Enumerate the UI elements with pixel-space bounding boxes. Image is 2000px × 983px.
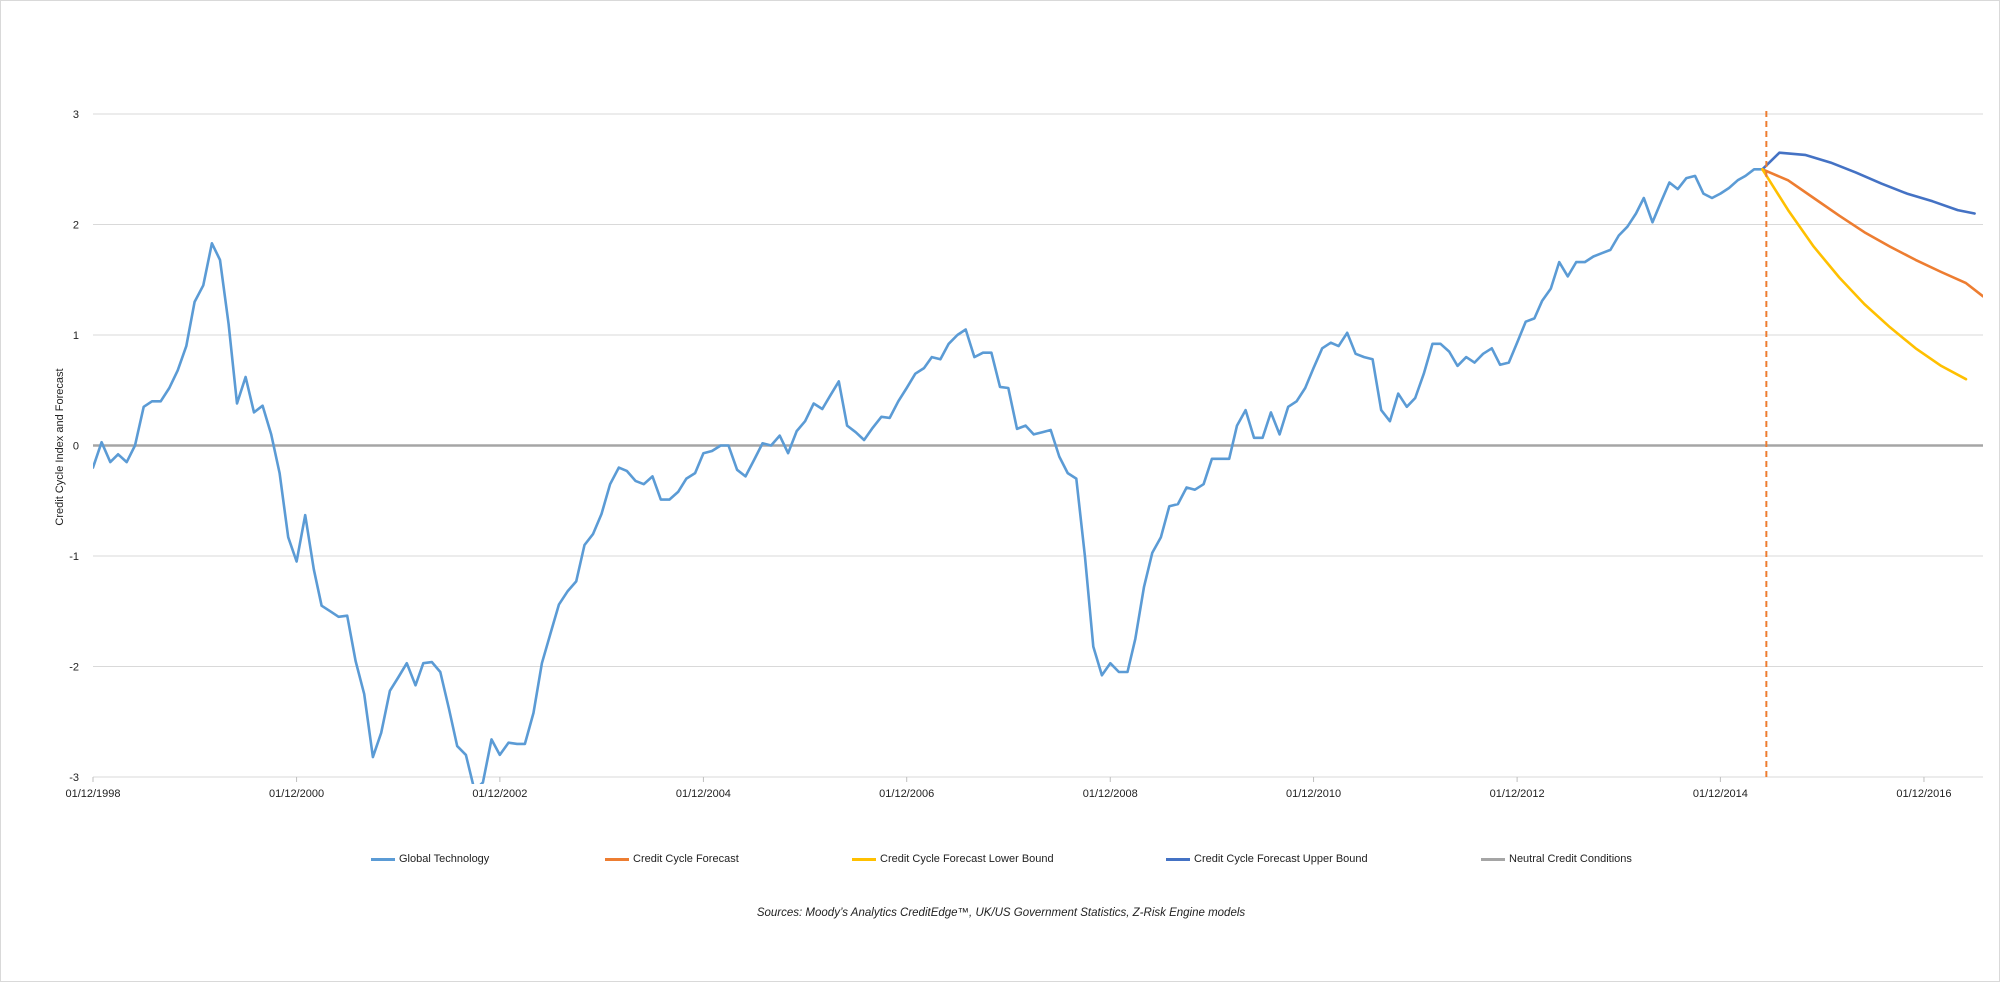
x-tick-label: 01/12/2012	[1490, 788, 1545, 800]
y-tick-label: 3	[73, 109, 79, 121]
legend-swatch	[371, 857, 395, 861]
legend-swatch	[852, 857, 876, 861]
legend-item-neutral-credit-conditions: Neutral Credit Conditions	[1481, 853, 1632, 865]
y-tick-label: -2	[69, 662, 79, 674]
legend-label: Neutral Credit Conditions	[1509, 853, 1632, 865]
y-tick-label: 0	[73, 441, 79, 453]
series-line-credit-cycle-forecast-upper-bound	[1761, 151, 1976, 215]
x-tick-label: 01/12/2010	[1286, 788, 1341, 800]
x-tick-label: 01/12/2002	[472, 788, 527, 800]
y-axis-label: Credit Cycle Index and Forecast	[54, 368, 66, 526]
legend-label: Global Technology	[399, 853, 490, 865]
x-tick-label: 01/12/2004	[676, 788, 731, 800]
legend-swatch	[1481, 857, 1505, 861]
x-tick-label: 01/12/1998	[65, 788, 120, 800]
x-tick-label: 01/12/2008	[1083, 788, 1138, 800]
series-line-global-technology	[93, 168, 1764, 784]
x-tick-label: 01/12/2006	[879, 788, 934, 800]
legend-swatch	[605, 857, 629, 861]
legend-label: Credit Cycle Forecast Lower Bound	[880, 853, 1054, 865]
series-line-credit-cycle-forecast-lower-bound	[1761, 168, 1968, 381]
y-tick-label: 2	[73, 220, 79, 232]
y-tick-label: -1	[69, 551, 79, 563]
legend-item-upper-bound: Credit Cycle Forecast Upper Bound	[1166, 853, 1368, 865]
source-note: Sources: Moody’s Analytics CreditEdge™, …	[756, 907, 1246, 919]
y-tick-label: -3	[69, 772, 79, 784]
x-tick-label: 01/12/2000	[269, 788, 324, 800]
y-tick-label: 1	[73, 330, 79, 342]
legend-label: Credit Cycle Forecast	[633, 853, 739, 865]
x-tick-label: 01/12/2014	[1693, 788, 1748, 800]
legend-item-global-technology: Global Technology	[371, 853, 489, 865]
legend-label: Credit Cycle Forecast Upper Bound	[1194, 853, 1368, 865]
legend-item-lower-bound: Credit Cycle Forecast Lower Bound	[852, 853, 1054, 865]
legend-swatch	[1166, 857, 1190, 861]
series-line-credit-cycle-forecast	[1761, 168, 1983, 298]
x-tick-label: 01/12/2016	[1896, 788, 1951, 800]
legend-item-credit-cycle-forecast: Credit Cycle Forecast	[605, 853, 739, 865]
